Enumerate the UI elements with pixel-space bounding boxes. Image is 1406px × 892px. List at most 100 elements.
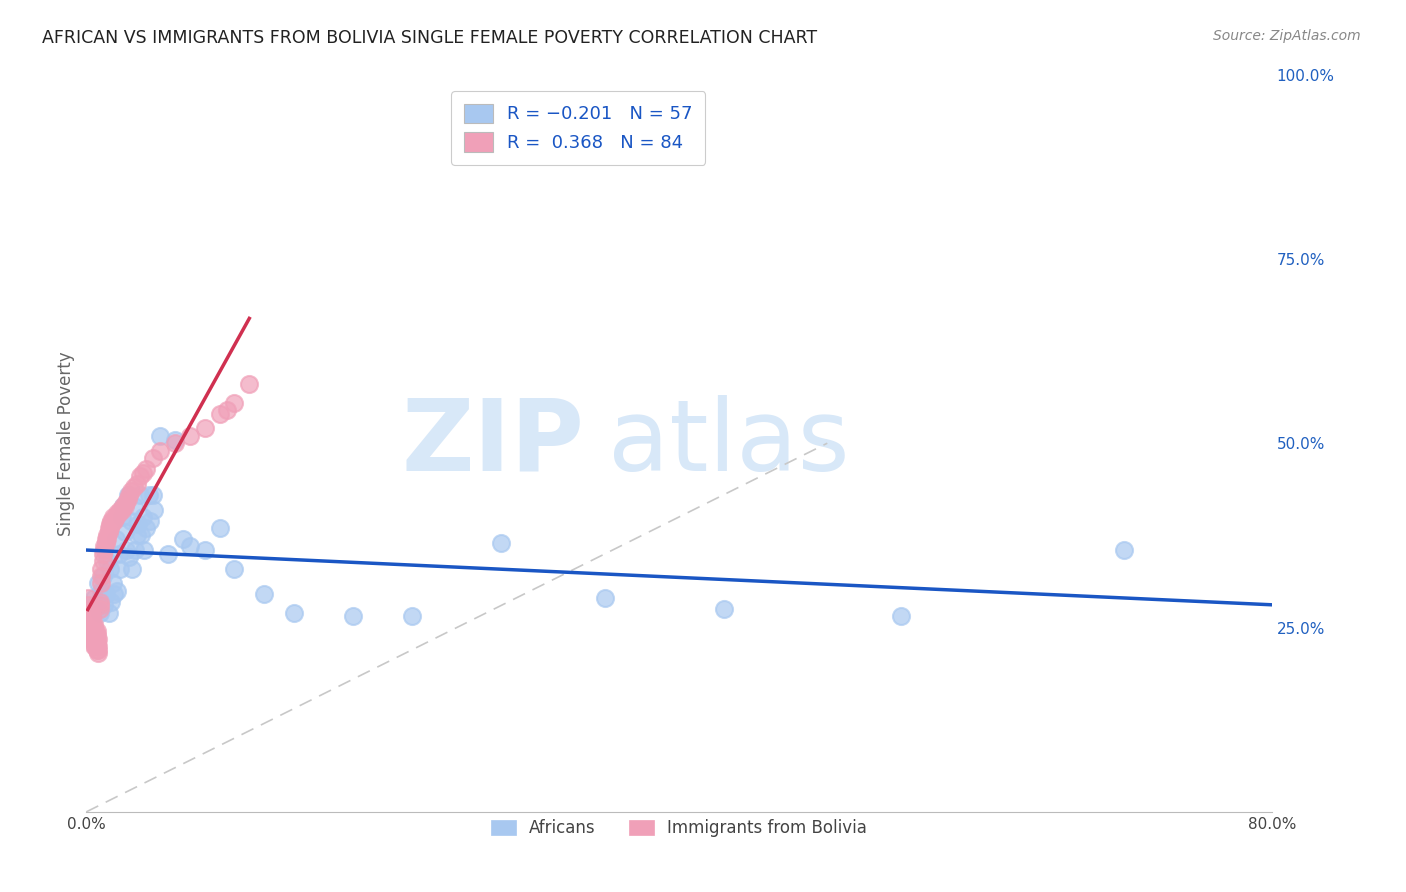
Point [86,624,108,639]
Point [86,628,108,642]
Point [108,506,131,520]
Point [117,491,139,506]
Point [118,488,141,502]
Point [89,595,111,609]
Point [138,488,160,502]
Text: atlas: atlas [607,394,849,491]
Point [91,554,114,568]
Point [131,510,153,524]
Point [86,599,108,613]
Point [103,514,125,528]
Point [156,547,179,561]
Point [84,639,107,653]
Point [83,591,105,605]
Point [179,429,201,443]
Point [90,591,112,605]
Point [125,476,148,491]
Point [131,466,153,480]
Point [83,621,105,635]
Point [127,517,149,532]
Point [224,395,246,409]
Point [84,628,107,642]
Point [100,595,122,609]
Point [115,495,138,509]
Point [117,488,139,502]
Point [101,514,124,528]
Point [128,488,150,502]
Point [111,502,134,516]
Point [104,532,127,546]
Point [83,616,105,631]
Point [122,499,145,513]
Point [98,561,121,575]
Point [83,628,105,642]
Point [593,591,616,605]
Point [97,524,120,539]
Point [108,547,131,561]
Point [124,543,146,558]
Point [90,583,112,598]
Point [83,639,105,653]
Point [107,506,129,520]
Point [132,543,155,558]
Point [89,599,111,613]
Point [90,569,112,583]
Point [77,616,100,631]
Point [82,616,104,631]
Point [97,521,120,535]
Point [84,632,107,646]
Point [165,436,187,450]
Point [80,606,103,620]
Y-axis label: Single Female Poverty: Single Female Poverty [58,351,75,535]
Point [80,628,103,642]
Point [208,407,231,421]
Point [890,609,912,624]
Point [129,528,152,542]
Point [94,532,117,546]
Point [94,587,117,601]
Point [111,510,134,524]
Point [100,514,122,528]
Point [194,421,217,435]
Point [143,502,166,516]
Point [87,639,110,653]
Point [86,635,108,649]
Text: ZIP: ZIP [401,394,585,491]
Point [86,639,108,653]
Point [179,540,201,554]
Point [122,480,145,494]
Point [80,616,103,631]
Point [1112,543,1135,558]
Point [100,517,122,532]
Point [90,576,112,591]
Point [115,543,138,558]
Point [93,599,115,613]
Point [135,462,157,476]
Point [76,606,98,620]
Point [114,524,136,539]
Legend: Africans, Immigrants from Bolivia: Africans, Immigrants from Bolivia [484,813,875,844]
Point [91,547,114,561]
Point [104,510,127,524]
Point [98,521,121,535]
Point [217,403,239,417]
Point [82,624,104,639]
Point [135,521,157,535]
Point [121,561,143,575]
Point [87,642,110,657]
Point [165,433,187,447]
Point [110,502,132,516]
Point [84,624,107,639]
Point [101,510,124,524]
Point [82,621,104,635]
Point [194,543,217,558]
Point [87,646,110,660]
Point [87,632,110,646]
Point [120,484,142,499]
Point [86,642,108,657]
Point [83,632,105,646]
Point [76,599,98,613]
Point [128,469,150,483]
Point [139,514,162,528]
Point [77,606,100,620]
